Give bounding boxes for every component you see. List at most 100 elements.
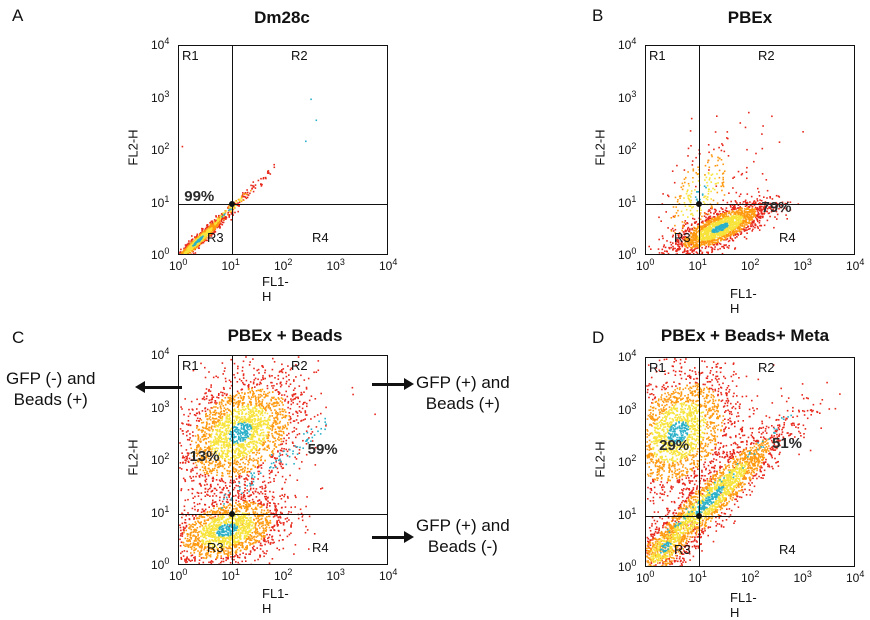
- event-point: [216, 489, 218, 491]
- event-point: [209, 400, 211, 402]
- event-point: [277, 438, 279, 440]
- event-point: [186, 458, 188, 460]
- event-point: [292, 414, 294, 416]
- event-point: [198, 444, 200, 446]
- event-point: [276, 383, 278, 385]
- event-point: [752, 224, 754, 226]
- event-point: [310, 99, 312, 101]
- event-point: [687, 189, 689, 191]
- event-point: [689, 195, 691, 197]
- event-point: [662, 235, 664, 237]
- event-point: [250, 392, 252, 394]
- event-point: [746, 178, 748, 180]
- event-point: [234, 487, 236, 489]
- event-point: [282, 408, 284, 410]
- event-point: [727, 238, 729, 240]
- event-point: [269, 562, 271, 564]
- event-point: [251, 539, 253, 541]
- event-point: [198, 420, 200, 422]
- event-point: [285, 391, 287, 393]
- event-point: [214, 221, 216, 223]
- event-point: [648, 246, 650, 248]
- event-point: [213, 505, 215, 507]
- event-point: [306, 403, 308, 405]
- event-point: [248, 397, 250, 399]
- event-point: [717, 157, 719, 159]
- event-point: [281, 364, 283, 366]
- event-point: [183, 542, 185, 544]
- event-point: [710, 247, 712, 249]
- event-point: [203, 396, 205, 398]
- event-point: [206, 424, 208, 426]
- event-point: [707, 185, 709, 187]
- event-point: [187, 538, 189, 540]
- event-point: [692, 206, 694, 208]
- event-point: [285, 479, 287, 481]
- event-point: [261, 538, 263, 540]
- event-point: [257, 471, 259, 473]
- event-point: [665, 211, 667, 213]
- event-point: [287, 455, 289, 457]
- event-point: [199, 403, 201, 405]
- event-point: [733, 213, 735, 215]
- event-point: [658, 239, 660, 241]
- event-point: [185, 460, 187, 462]
- event-point: [759, 229, 761, 231]
- event-point: [225, 482, 227, 484]
- event-point: [275, 411, 277, 413]
- event-point: [688, 148, 690, 150]
- event-point: [757, 210, 759, 212]
- event-point: [743, 215, 745, 217]
- event-point: [212, 480, 214, 482]
- event-point: [271, 404, 273, 406]
- event-point: [282, 414, 284, 416]
- event-point: [312, 431, 314, 433]
- event-point: [233, 471, 235, 473]
- event-point: [237, 381, 239, 383]
- event-point: [184, 550, 186, 552]
- event-point: [264, 378, 266, 380]
- event-point: [271, 470, 273, 472]
- event-point: [715, 131, 717, 133]
- event-point: [185, 522, 187, 524]
- event-point: [185, 515, 187, 517]
- event-point: [677, 210, 679, 212]
- event-point: [746, 171, 748, 173]
- event-point: [729, 231, 731, 233]
- event-point: [746, 224, 748, 226]
- event-point: [263, 552, 265, 554]
- event-point: [195, 435, 197, 437]
- event-point: [206, 494, 208, 496]
- event-point: [224, 210, 226, 212]
- event-point: [722, 177, 724, 179]
- event-point: [193, 543, 195, 545]
- event-point: [201, 422, 203, 424]
- event-point: [191, 529, 193, 531]
- event-point: [719, 158, 721, 160]
- event-point: [709, 179, 711, 181]
- event-point: [287, 402, 289, 404]
- event-point: [249, 500, 251, 502]
- event-point: [758, 191, 760, 193]
- event-point: [206, 433, 208, 435]
- event-point: [211, 563, 213, 565]
- event-point: [299, 468, 301, 470]
- event-point: [674, 225, 676, 227]
- event-point: [722, 179, 724, 181]
- event-point: [684, 182, 686, 184]
- event-point: [292, 442, 294, 444]
- event-point: [250, 550, 252, 552]
- event-point: [192, 409, 194, 411]
- event-point: [201, 549, 203, 551]
- event-point: [293, 445, 295, 447]
- event-point: [191, 235, 193, 237]
- x-axis-label-a: FL1-H: [262, 274, 289, 304]
- event-point: [223, 400, 225, 402]
- event-point: [214, 468, 216, 470]
- event-point: [267, 503, 269, 505]
- event-point: [290, 383, 292, 385]
- event-point: [700, 210, 702, 212]
- event-point: [763, 196, 765, 198]
- event-point: [752, 214, 754, 216]
- event-point: [221, 400, 223, 402]
